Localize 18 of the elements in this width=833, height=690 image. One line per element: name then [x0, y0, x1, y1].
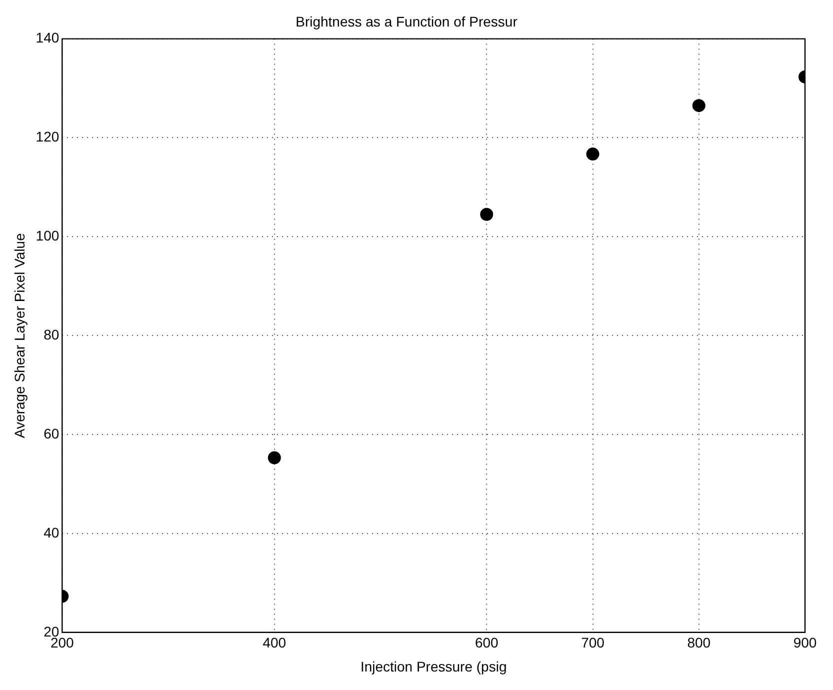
y-tick-label: 120 [36, 128, 60, 145]
y-tick-label: 80 [44, 326, 60, 342]
point [692, 99, 706, 112]
x-tick-label: 900 [793, 634, 817, 651]
y-tick-label: 20 [44, 623, 60, 640]
y-tick-label: 100 [36, 228, 60, 244]
x-tick-label: 700 [581, 634, 605, 651]
x-axis-title: Injection Pressure (psig [360, 658, 507, 674]
x-tick-label: 600 [474, 634, 499, 651]
point [480, 208, 494, 221]
y-tick-label: 140 [36, 30, 60, 46]
point [586, 148, 600, 161]
x-tick-label: 800 [687, 634, 711, 651]
x-tick-label: 400 [262, 634, 286, 651]
y-tick-label: 60 [44, 425, 60, 442]
y-tick-label: 40 [44, 524, 60, 540]
chart-title: Brightness as a Function of Pressur [296, 13, 518, 30]
y-axis-title: Average Shear Layer Pixel Value [11, 232, 28, 438]
